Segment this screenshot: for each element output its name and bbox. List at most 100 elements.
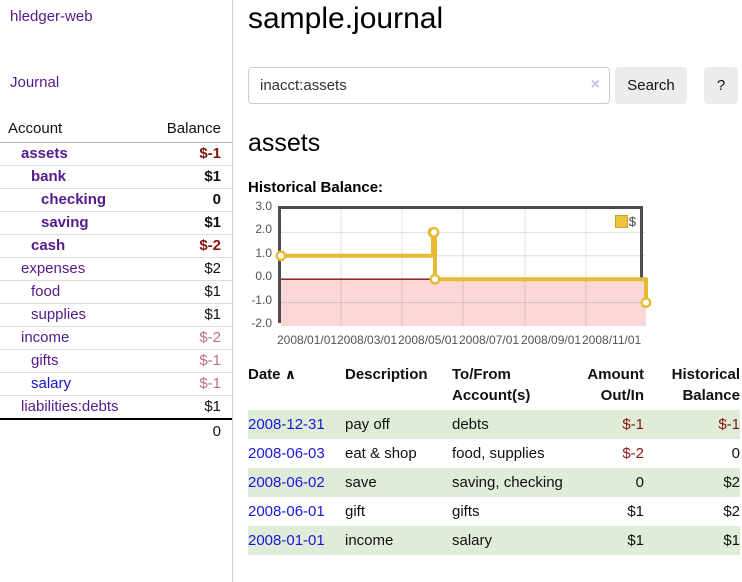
account-balance: $-1 [199, 145, 221, 162]
app-brand-link[interactable]: hledger-web [10, 8, 93, 25]
transaction-row[interactable]: 2008-06-01 gift gifts $1 $2 [248, 497, 740, 526]
transaction-balance: $2 [723, 474, 740, 491]
account-link[interactable]: liabilities:debts [21, 398, 119, 415]
transactions-table: Date ∧ Description To/From Account(s) Am… [248, 363, 740, 555]
accounts-header-balance: Balance [143, 117, 232, 143]
main-content: sample.journal × Search ? assets Histori… [233, 0, 741, 582]
transaction-accounts: food, supplies [452, 445, 545, 462]
transactions-table-body: 2008-12-31 pay off debts $-1 $-1 2008-06-03 ea… [248, 410, 740, 555]
transaction-accounts: saving, checking [452, 474, 563, 491]
account-row: supplies $1 [0, 303, 232, 327]
transaction-accounts: debts [452, 416, 489, 433]
account-balance: $2 [143, 257, 232, 281]
x-axis-tick-label: 2008/11/01 [582, 333, 642, 347]
transaction-description: eat & shop [345, 445, 417, 462]
account-balance: $-2 [143, 234, 232, 258]
transaction-date-link[interactable]: 2008-06-01 [248, 503, 325, 520]
transaction-date-link[interactable]: 2008-06-03 [248, 445, 325, 462]
x-axis-tick-label: 2008/01/01 [277, 333, 338, 347]
account-row: assets $-1 [0, 143, 232, 166]
transaction-description: gift [345, 503, 366, 520]
account-row: food $1 [0, 280, 232, 304]
chart-plot-area: $ 3.0 2.0 1.0 0.0 -1.0 -2.0 2008/01/01 2008/03/… [251, 199, 652, 347]
transaction-amount: $-1 [622, 416, 644, 433]
transaction-row[interactable]: 2008-01-01 income salary $1 $1 [248, 526, 740, 555]
legend-swatch-icon [614, 215, 628, 228]
column-header-description: Description [345, 366, 428, 383]
account-link[interactable]: checking [41, 191, 107, 208]
column-header-accounts: To/From Account(s) [452, 366, 531, 404]
transaction-date-link[interactable]: 2008-12-31 [248, 416, 325, 433]
accounts-total-row: 0 [0, 418, 232, 443]
transaction-date-link[interactable]: 2008-06-02 [248, 474, 325, 491]
sidebar: hledger-web Journal Account Balance asse… [0, 0, 233, 582]
account-balance: $1 [143, 211, 232, 235]
y-axis-tick-label: -1.0 [251, 292, 272, 307]
account-link[interactable]: bank [31, 168, 67, 185]
account-row: income $-2 [0, 326, 232, 350]
transaction-amount: $-2 [622, 445, 644, 462]
transaction-balance: $1 [723, 532, 740, 549]
sort-ascending-icon: ∧ [284, 366, 297, 382]
account-balance: $1 [143, 165, 232, 189]
x-axis-tick-label: 2008/03/01 [337, 333, 398, 347]
accounts-header-account: Account [0, 117, 144, 143]
y-axis-tick-label: -2.0 [251, 316, 272, 330]
transaction-description: pay off [345, 416, 390, 433]
chart-canvas [275, 209, 652, 326]
account-row: salary $-1 [0, 372, 232, 396]
sidebar-item-journal[interactable]: Journal [10, 74, 60, 91]
column-header-amount: Amount Out/In [587, 366, 644, 404]
transaction-row[interactable]: 2008-06-02 save saving, checking 0 $2 [248, 468, 740, 497]
y-axis-tick-label: 2.0 [255, 222, 272, 237]
x-axis-tick-label: 2008/05/01 [398, 333, 459, 347]
account-balance: 0 [143, 188, 232, 212]
account-row: cash $-2 [0, 234, 232, 258]
account-link[interactable]: expenses [21, 260, 86, 277]
account-heading: assets [248, 129, 321, 157]
account-link[interactable]: assets [21, 145, 68, 162]
search-input[interactable] [248, 67, 610, 104]
transaction-balance: $-1 [718, 416, 740, 433]
x-axis-tick-label: 2008/09/01 [521, 333, 582, 347]
y-axis-tick-label: 1.0 [255, 245, 272, 260]
transaction-balance: 0 [731, 445, 740, 462]
account-link[interactable]: supplies [31, 306, 87, 323]
account-row: saving $1 [0, 211, 232, 235]
account-link[interactable]: cash [31, 237, 66, 254]
account-row: liabilities:debts $1 [0, 395, 232, 419]
y-axis-tick-label: 3.0 [255, 199, 272, 213]
transaction-description: income [345, 532, 394, 549]
account-balance: $1 [143, 280, 232, 304]
help-button[interactable]: ? [704, 67, 738, 104]
account-row: bank $1 [0, 165, 232, 189]
account-link[interactable]: income [21, 329, 70, 346]
transaction-date-link[interactable]: 2008-01-01 [248, 532, 325, 549]
transaction-row[interactable]: 2008-12-31 pay off debts $-1 $-1 [248, 410, 740, 439]
y-axis-tick-label: 0.0 [255, 269, 272, 284]
clear-search-icon[interactable]: × [590, 76, 600, 93]
accounts-total-value: 0 [143, 418, 232, 443]
account-balance: $-2 [143, 326, 232, 350]
account-row: gifts $-1 [0, 349, 232, 373]
account-link[interactable]: food [31, 283, 61, 300]
transaction-description: save [345, 474, 377, 491]
account-row: expenses $2 [0, 257, 232, 281]
page-title: sample.journal [248, 2, 444, 35]
account-balance: $1 [143, 395, 232, 419]
account-link[interactable]: salary [31, 375, 72, 392]
column-header-date[interactable]: Date ∧ [248, 366, 297, 383]
accounts-table: Account Balance assets $-1 bank $1 checking 0… [0, 117, 232, 443]
transaction-accounts: gifts [452, 503, 480, 520]
search-bar: × Search ? [248, 67, 741, 104]
transaction-amount: $1 [627, 503, 644, 520]
transaction-row[interactable]: 2008-06-03 eat & shop food, supplies $-2 0 [248, 439, 740, 468]
historical-balance-chart: $ 3.0 2.0 1.0 0.0 -1.0 -2.0 2008/01/01 2008/03/… [251, 199, 741, 347]
account-link[interactable]: saving [41, 214, 89, 231]
search-button[interactable]: Search [615, 67, 687, 104]
chart-legend: $ [614, 214, 636, 229]
legend-label: $ [628, 214, 636, 229]
transaction-amount: 0 [635, 474, 644, 491]
chart-heading: Historical Balance: [248, 179, 384, 196]
account-link[interactable]: gifts [31, 352, 59, 369]
